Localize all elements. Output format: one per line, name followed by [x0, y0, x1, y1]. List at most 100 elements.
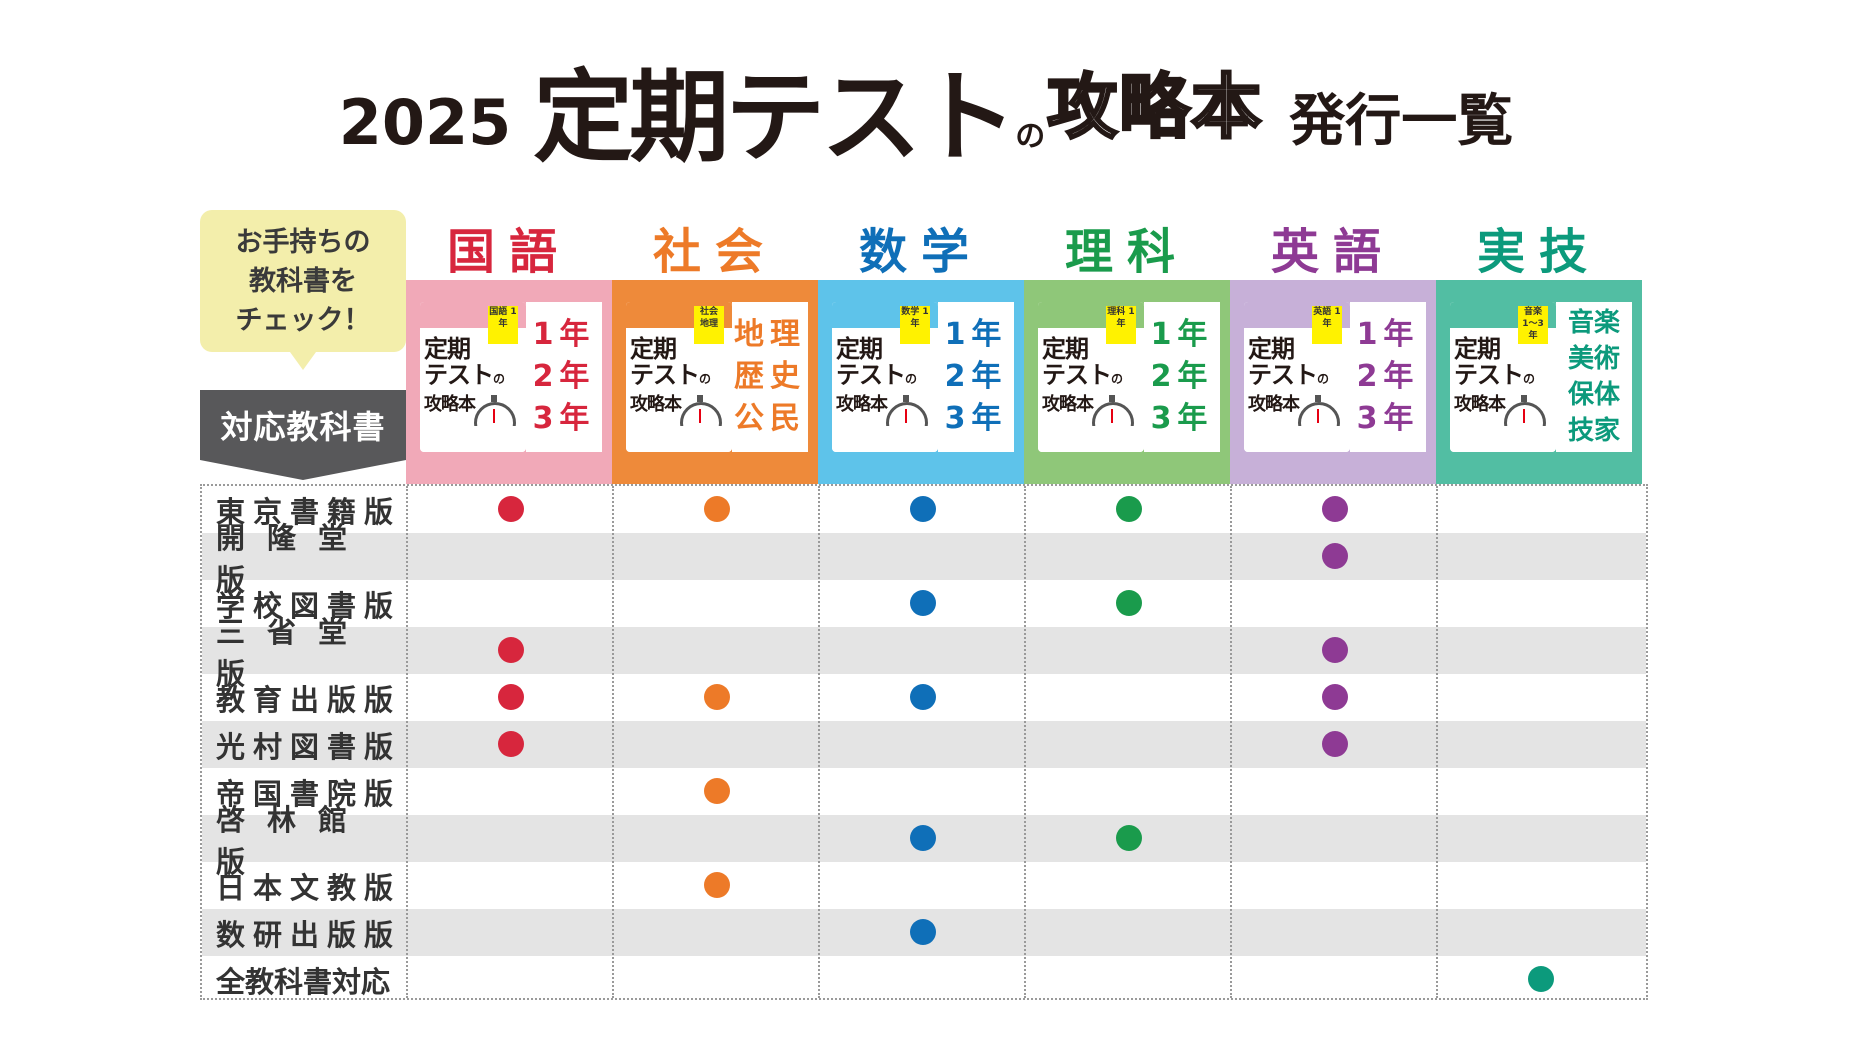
book-panel[interactable]: 社会 地理 定期 テストの 攻略本 地理歴史公民 — [612, 280, 818, 484]
table-row: 啓林館版 — [202, 802, 1646, 879]
book-panel[interactable]: 音楽 1〜3年 定期 テストの 攻略本 音楽美術保体技家 — [1436, 280, 1642, 484]
grade-label: 2年 — [1356, 359, 1420, 394]
cover-badge: 英語 1年 — [1312, 306, 1342, 344]
grade-label: 保体 — [1567, 380, 1620, 410]
grade-label: 地理 — [734, 317, 806, 352]
coverage-dot — [498, 637, 524, 663]
cover-badge: 国語 1年 — [488, 306, 518, 344]
coverage-dot — [498, 731, 524, 757]
grade-label: 美術 — [1567, 344, 1620, 374]
grade-label: 3年 — [944, 401, 1008, 436]
cover-badge: 理科 1年 — [1106, 306, 1136, 344]
page-title: 2025 定期テスト の 攻略本 発行一覧 — [0, 38, 1852, 168]
coverage-dot — [910, 496, 936, 522]
coverage-dot — [910, 590, 936, 616]
table-row: 数研出版版 — [202, 909, 1646, 956]
title-year: 2025 — [338, 86, 512, 159]
book-panel[interactable]: 数学 1年 定期 テストの 攻略本 1年 2年 3年 — [818, 280, 1024, 484]
cover-badge: 音楽 1〜3年 — [1518, 306, 1548, 344]
grade-label: 公民 — [734, 401, 806, 436]
grade-label: 1年 — [944, 317, 1008, 352]
grade-label: 技家 — [1567, 416, 1620, 446]
publisher-label: 数研出版版 — [216, 917, 402, 952]
title-no: の — [1015, 119, 1046, 154]
publisher-label: 東京書籍版 — [216, 494, 402, 529]
publisher-label: 日本文教版 — [216, 870, 402, 905]
grade-label: 2年 — [532, 359, 596, 394]
title-book: 攻略本 — [1046, 66, 1264, 148]
grade-label: 3年 — [1150, 401, 1214, 436]
bubble-line-3: チェック！ — [235, 304, 371, 336]
table-row: 東京書籍版 — [202, 486, 1646, 533]
coverage-dot — [1116, 825, 1142, 851]
coverage-dot — [1322, 684, 1348, 710]
grade-label: 3年 — [1356, 401, 1420, 436]
coverage-table: 東京書籍版 開隆堂版 学校図書版 三省堂版 教育出版版光村図書版帝国書院版 啓林館版 日本文… — [200, 484, 1648, 1000]
cover-title: 定期 テストの 攻略本 — [1042, 335, 1123, 415]
publisher-label: 啓林館版 — [216, 802, 370, 879]
subject-heading: 社会 — [652, 224, 777, 280]
grade-box: 地理 歴史 公民 — [732, 302, 808, 452]
coverage-dot — [910, 825, 936, 851]
table-row: 学校図書版 — [202, 580, 1646, 627]
column-divider — [1230, 486, 1232, 998]
publisher-label: 光村図書版 — [216, 729, 402, 764]
column-divider — [612, 486, 614, 998]
cover-title: 定期 テストの 攻略本 — [1248, 335, 1329, 415]
book-cover: 数学 1年 定期 テストの 攻略本 — [832, 302, 938, 452]
coverage-dot — [704, 778, 730, 804]
column-divider — [406, 486, 408, 998]
grade-label: 音楽 — [1567, 308, 1620, 338]
publisher-label: 教育出版版 — [216, 682, 402, 717]
subject-heading: 数学 — [858, 224, 983, 280]
book-panel[interactable]: 理科 1年 定期 テストの 攻略本 1年 2年 3年 — [1024, 280, 1230, 484]
grade-box: 1年 2年 3年 — [526, 302, 602, 452]
grade-label: 1年 — [1356, 317, 1420, 352]
coverage-dot — [1528, 966, 1554, 992]
coverage-dot — [910, 919, 936, 945]
book-cover: 理科 1年 定期 テストの 攻略本 — [1038, 302, 1144, 452]
table-row: 光村図書版 — [202, 721, 1646, 768]
cover-badge: 数学 1年 — [900, 306, 930, 344]
book-panel[interactable]: 英語 1年 定期 テストの 攻略本 1年 2年 3年 — [1230, 280, 1436, 484]
coverage-dot — [704, 872, 730, 898]
bubble-line-1: お手持ちの — [235, 226, 371, 258]
column-divider — [1436, 486, 1438, 998]
book-cover: 社会 地理 定期 テストの 攻略本 — [626, 302, 732, 452]
title-list: 発行一覧 — [1289, 89, 1514, 154]
coverage-dot — [704, 496, 730, 522]
publisher-label: 帝国書院版 — [216, 776, 402, 811]
table-row: 日本文教版 — [202, 862, 1646, 909]
publisher-label: 三省堂版 — [216, 614, 370, 691]
table-row: 帝国書院版 — [202, 768, 1646, 815]
coverage-dot — [910, 684, 936, 710]
publisher-label: 開隆堂版 — [216, 520, 370, 597]
book-panel[interactable]: 国語 1年 定期 テストの 攻略本 1年 2年 3年 — [406, 280, 612, 484]
table-row: 教育出版版 — [202, 674, 1646, 721]
cover-title: 定期 テストの 攻略本 — [424, 335, 505, 415]
table-row: 三省堂版 — [202, 614, 1646, 691]
coverage-dot — [1322, 637, 1348, 663]
coverage-dot — [1322, 543, 1348, 569]
grade-label: 3年 — [532, 401, 596, 436]
coverage-dot — [498, 496, 524, 522]
grade-label: 歴史 — [734, 359, 806, 394]
table-row: 開隆堂版 — [202, 520, 1646, 597]
cover-footer — [1244, 426, 1350, 452]
coverage-dot — [498, 684, 524, 710]
cover-footer — [1038, 426, 1144, 452]
publisher-label: 全教科書対応 — [216, 964, 391, 999]
grade-box: 1年 2年 3年 — [1350, 302, 1426, 452]
grade-box: 1年 2年 3年 — [1144, 302, 1220, 452]
table-row: 全教科書対応 — [202, 956, 1646, 1003]
subject-heading: 英語 — [1270, 224, 1395, 280]
publisher-label: 学校図書版 — [216, 588, 402, 623]
coverage-dot — [1116, 496, 1142, 522]
check-bubble: お手持ちの 教科書を チェック！ — [200, 210, 406, 370]
cover-title: 定期 テストの 攻略本 — [836, 335, 917, 415]
cover-title: 定期 テストの 攻略本 — [1454, 335, 1535, 415]
grade-label: 1年 — [532, 317, 596, 352]
coverage-dot — [1116, 590, 1142, 616]
coverage-dot — [1322, 731, 1348, 757]
grade-label: 1年 — [1150, 317, 1214, 352]
